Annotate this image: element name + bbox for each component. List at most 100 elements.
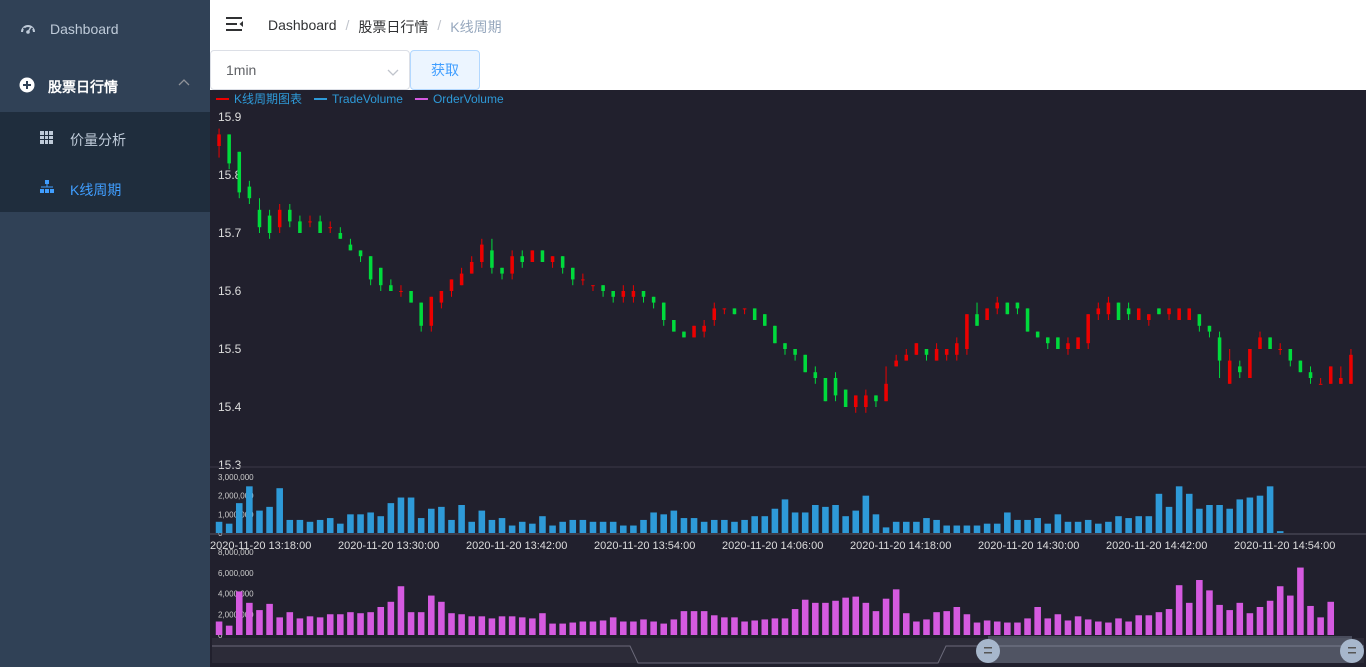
trade-volume-tick-label: 2,000,000 bbox=[218, 492, 254, 501]
order-volume-bar bbox=[1004, 622, 1011, 635]
trade-volume-bar bbox=[660, 514, 668, 533]
order-volume-bar bbox=[1276, 586, 1284, 635]
trade-volume-bar bbox=[710, 519, 718, 533]
candle-body bbox=[1227, 360, 1232, 384]
candle-body bbox=[550, 256, 555, 262]
sidebar-item-stock-daily[interactable]: 股票日行情 bbox=[0, 56, 210, 112]
trade-volume-bar bbox=[246, 486, 253, 533]
order-volume-bar bbox=[973, 622, 981, 635]
trade-volume-bar bbox=[1034, 518, 1041, 533]
trade-volume-bar bbox=[801, 512, 809, 533]
submenu-item-kline-period[interactable]: K线周期 bbox=[0, 162, 210, 212]
order-volume-bar bbox=[518, 617, 526, 635]
legend-label: K线周期图表 bbox=[234, 92, 302, 106]
plus-circle-icon bbox=[19, 77, 35, 93]
order-volume-bar bbox=[579, 621, 587, 635]
order-volume-bar bbox=[427, 595, 435, 635]
order-volume-bar bbox=[620, 621, 627, 635]
zoom-slider-handle-grip bbox=[1348, 652, 1356, 654]
trade-volume-bar bbox=[539, 516, 546, 533]
trade-volume-bar bbox=[1165, 506, 1173, 533]
candle-body bbox=[389, 285, 393, 291]
candle-body bbox=[1248, 349, 1252, 378]
order-volume-bar bbox=[902, 613, 910, 635]
candle-body bbox=[530, 250, 535, 262]
order-volume-bar bbox=[609, 617, 617, 635]
order-volume-bar bbox=[276, 617, 283, 635]
trade-volume-bar bbox=[1196, 508, 1203, 533]
trade-volume-bar bbox=[902, 521, 910, 533]
order-volume-bar bbox=[296, 618, 304, 635]
trade-volume-bar bbox=[862, 495, 870, 533]
order-volume-bar bbox=[1327, 601, 1335, 635]
candle-body bbox=[692, 325, 696, 338]
breadcrumb-item-current: K线周期 bbox=[450, 19, 502, 35]
trade-volume-bar bbox=[1105, 521, 1112, 533]
sidebar-item-dashboard[interactable]: Dashboard bbox=[0, 0, 210, 56]
candle-body bbox=[318, 221, 322, 233]
order-volume-tick-label: 8,000,000 bbox=[218, 548, 254, 557]
trade-volume-bar bbox=[1014, 519, 1021, 533]
breadcrumb-item[interactable]: 股票日行情 bbox=[358, 19, 429, 35]
candle-body bbox=[247, 186, 252, 199]
order-volume-bar bbox=[235, 591, 243, 635]
submenu-item-price-volume[interactable]: 价量分析 bbox=[0, 112, 210, 162]
order-volume-bar bbox=[721, 617, 728, 635]
order-volume-bar bbox=[508, 616, 516, 635]
y-axis-tick-label: 15.5 bbox=[218, 342, 242, 356]
kline-chart-svg: K线周期图表 TradeVolume OrderVolume 15.9 15.8 15.7… bbox=[210, 92, 1366, 664]
trade-volume-bar bbox=[882, 527, 890, 533]
zoom-slider-handle-grip bbox=[1348, 647, 1356, 649]
trade-volume-bar bbox=[1175, 486, 1183, 533]
fetch-button[interactable]: 获取 bbox=[410, 50, 480, 90]
hamburger-icon[interactable] bbox=[226, 16, 244, 32]
order-volume-bar bbox=[822, 602, 829, 635]
trade-volume-bar bbox=[407, 497, 415, 533]
trade-volume-bar bbox=[1276, 531, 1284, 533]
order-volume-bar bbox=[771, 618, 779, 635]
order-volume-bar bbox=[326, 614, 334, 635]
candle-body bbox=[288, 209, 292, 222]
candle-body bbox=[1339, 378, 1343, 384]
candle-body bbox=[934, 349, 939, 361]
x-axis-tick-label: 2020-11-20 13:18:00 bbox=[210, 540, 311, 552]
zoom-slider-handle-grip bbox=[984, 652, 992, 654]
candle-body bbox=[1207, 325, 1212, 332]
candle-body bbox=[732, 308, 737, 315]
breadcrumb-item[interactable]: Dashboard bbox=[268, 17, 337, 33]
order-volume-bar bbox=[1246, 613, 1254, 635]
candle-body bbox=[1126, 308, 1131, 315]
candle-body bbox=[1005, 302, 1010, 315]
submenu: 价量分析 K线周期 bbox=[0, 112, 210, 212]
order-volume-bar bbox=[923, 619, 930, 635]
order-volume-bar bbox=[710, 615, 718, 635]
order-volume-bar bbox=[852, 596, 860, 635]
trade-volume-bar bbox=[508, 525, 516, 533]
candle-body bbox=[672, 320, 676, 332]
order-volume-bar bbox=[256, 610, 263, 635]
trade-volume-bar bbox=[872, 514, 880, 533]
trade-volume-bar bbox=[1074, 521, 1082, 533]
order-volume-bar bbox=[1297, 567, 1304, 635]
candle-body bbox=[1187, 308, 1192, 320]
candle-body bbox=[1177, 308, 1181, 320]
sidebar: Dashboard 股票日行情 bbox=[0, 0, 210, 667]
period-select[interactable]: 1min bbox=[210, 50, 410, 90]
trade-volume-bar bbox=[589, 521, 597, 533]
order-volume-bar bbox=[630, 621, 637, 635]
order-volume-bar bbox=[872, 611, 880, 635]
candle-body bbox=[763, 314, 767, 326]
order-volume-bar bbox=[347, 612, 354, 635]
trade-volume-bar bbox=[1054, 514, 1062, 533]
order-volume-bar bbox=[761, 619, 769, 635]
trade-volume-bar bbox=[993, 523, 1001, 533]
candle-body bbox=[995, 302, 999, 309]
trade-volume-bar bbox=[448, 519, 455, 533]
y-axis-tick-label: 15.3 bbox=[218, 458, 242, 472]
order-volume-bar bbox=[690, 611, 698, 635]
trade-volume-bar bbox=[337, 523, 344, 533]
candle-body bbox=[490, 250, 494, 268]
candle-body bbox=[439, 291, 444, 303]
navbar: Dashboard / 股票日行情 / K线周期 bbox=[210, 0, 1366, 51]
order-volume-bar bbox=[892, 589, 900, 635]
